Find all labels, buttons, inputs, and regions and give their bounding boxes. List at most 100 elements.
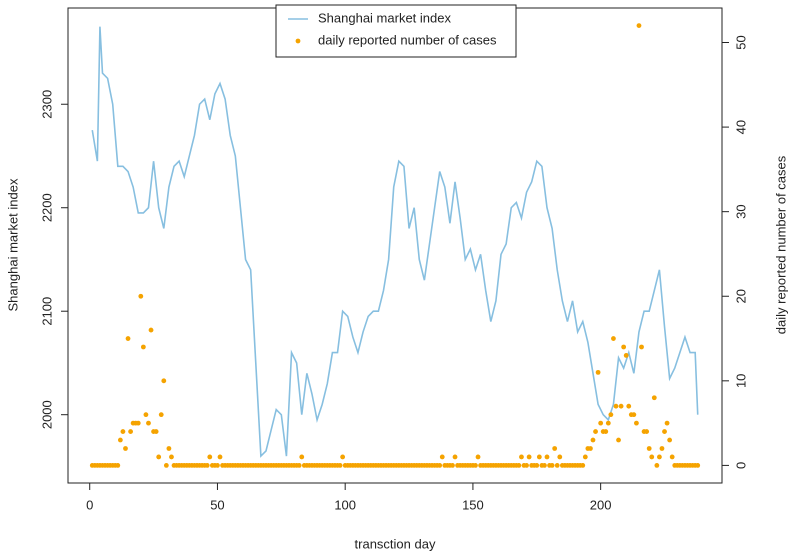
case-point — [595, 369, 601, 375]
case-point — [644, 429, 650, 434]
case-point — [450, 463, 455, 468]
case-point — [634, 420, 639, 426]
y2-tick-label: 40 — [733, 120, 748, 134]
case-point — [143, 412, 149, 418]
case-point — [526, 454, 532, 460]
y-tick-label: 2000 — [39, 400, 54, 429]
case-point — [439, 454, 445, 460]
case-point — [148, 327, 154, 333]
case-point — [605, 420, 611, 426]
case-point — [590, 437, 596, 443]
y2-tick-label: 0 — [733, 462, 748, 469]
case-point — [215, 463, 220, 468]
case-point — [156, 454, 162, 460]
case-point — [536, 454, 542, 460]
case-point — [169, 454, 174, 460]
case-point — [662, 429, 667, 434]
case-point — [608, 412, 614, 418]
y2-tick-label: 20 — [733, 289, 748, 303]
case-point — [117, 437, 123, 443]
case-point — [140, 344, 146, 350]
x-tick-label: 0 — [86, 497, 93, 512]
y-tick-label: 2300 — [39, 90, 54, 119]
case-point — [207, 454, 213, 460]
case-point — [582, 454, 588, 460]
x-tick-label: 50 — [210, 497, 224, 512]
y2-tick-label: 50 — [733, 35, 748, 49]
case-point — [128, 429, 133, 434]
case-point — [135, 420, 141, 426]
case-point — [588, 446, 593, 451]
case-point — [544, 454, 550, 460]
case-point — [664, 420, 670, 426]
case-point — [163, 463, 169, 468]
case-point — [475, 454, 481, 460]
case-point — [534, 463, 540, 468]
case-point — [621, 344, 627, 350]
x-tick-label: 150 — [462, 497, 484, 512]
case-point — [337, 463, 343, 468]
case-point — [654, 463, 660, 468]
case-point — [299, 454, 305, 460]
case-point — [296, 463, 302, 468]
case-point — [626, 403, 632, 409]
case-point — [695, 463, 701, 468]
case-point — [437, 463, 443, 468]
legend: Shanghai market index daily reported numb… — [275, 4, 517, 58]
case-point — [618, 403, 624, 409]
legend-label: daily reported number of cases — [318, 32, 497, 47]
case-point — [549, 463, 555, 468]
case-point — [669, 454, 675, 460]
case-point — [552, 446, 558, 451]
case-point — [598, 420, 604, 426]
case-point — [616, 437, 621, 443]
y2-axis-title: daily reported number of cases — [773, 155, 788, 334]
case-point — [161, 378, 167, 384]
x-axis-title: transction day — [355, 536, 436, 551]
case-point — [123, 446, 128, 451]
y2-tick-label: 30 — [733, 204, 748, 218]
case-point — [125, 336, 131, 341]
case-point — [138, 293, 144, 299]
case-point — [646, 446, 652, 451]
index-line — [91, 26, 699, 458]
y-axis-title: Shanghai market index — [5, 178, 20, 311]
case-point — [452, 454, 458, 460]
case-point — [657, 454, 662, 460]
case-point — [542, 463, 547, 468]
case-point — [516, 463, 522, 468]
y-tick-label: 2100 — [39, 297, 54, 326]
case-point — [217, 454, 223, 460]
case-point — [166, 446, 172, 451]
case-point — [153, 429, 159, 434]
case-point — [580, 463, 586, 468]
case-point — [631, 412, 637, 418]
case-point — [473, 463, 478, 468]
case-point — [340, 454, 346, 460]
case-point — [593, 429, 598, 434]
case-point — [611, 336, 616, 341]
case-point — [158, 412, 164, 418]
x-tick-label: 200 — [590, 497, 612, 512]
case-point — [557, 454, 563, 460]
case-point — [667, 437, 673, 443]
y-tick-label: 2200 — [39, 193, 54, 222]
case-point — [651, 395, 657, 401]
case-point — [120, 429, 126, 434]
case-point — [524, 463, 529, 468]
case-point — [613, 403, 619, 409]
legend-swatch — [295, 38, 301, 44]
case-point — [623, 353, 629, 358]
case-point — [603, 429, 609, 434]
case-point — [649, 454, 655, 460]
case-point — [519, 454, 524, 460]
case-point — [659, 446, 665, 451]
case-point — [636, 23, 642, 28]
plot-frame — [67, 7, 723, 484]
case-point — [115, 463, 121, 468]
case-point — [204, 463, 210, 468]
legend-label: Shanghai market index — [318, 10, 451, 25]
y2-tick-label: 10 — [733, 374, 748, 388]
case-point — [554, 463, 560, 468]
